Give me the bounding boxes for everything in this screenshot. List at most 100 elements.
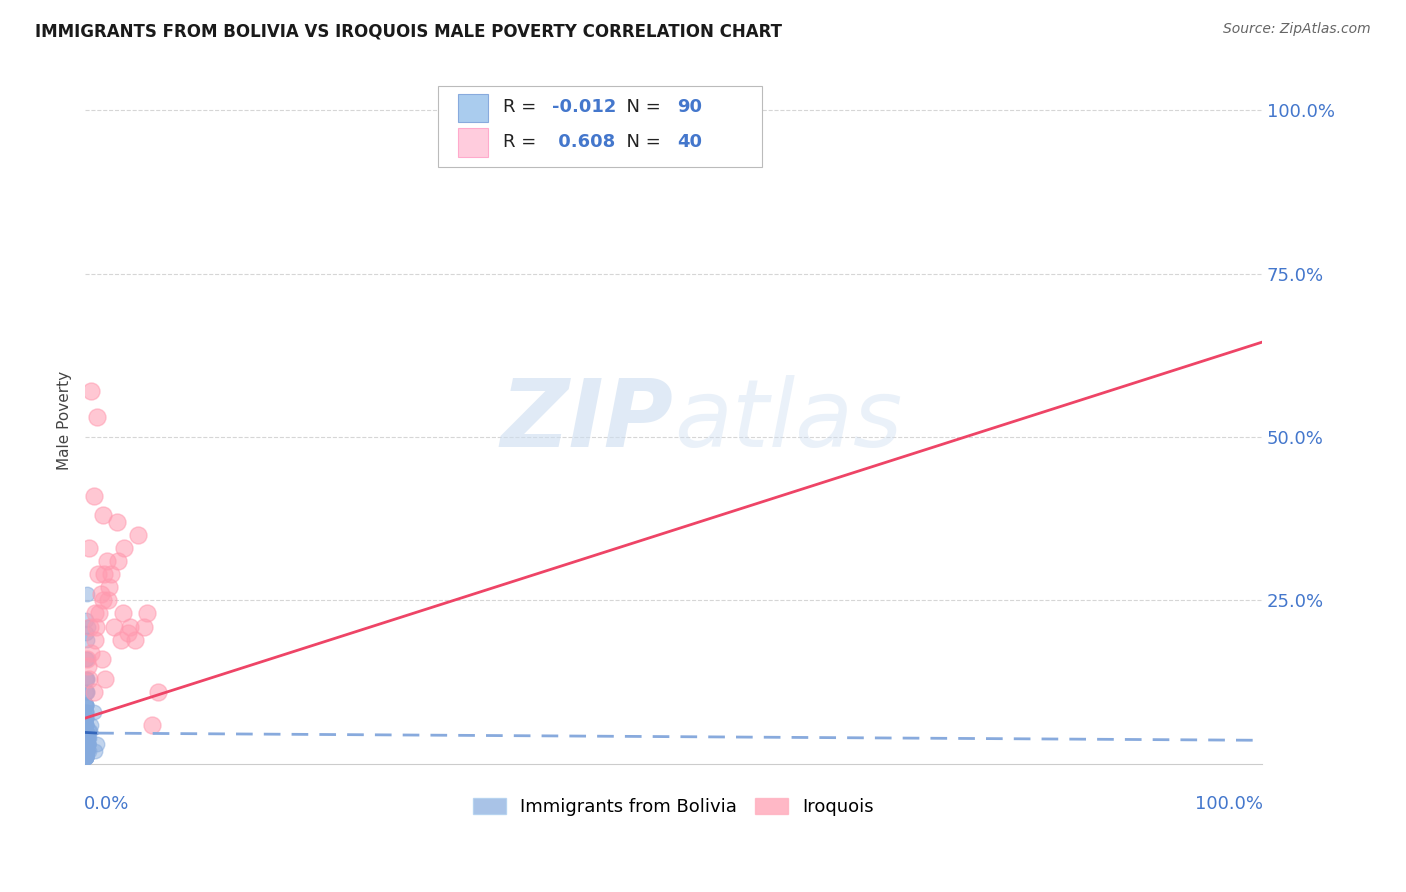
Point — [75, 717, 97, 731]
Point — [75, 737, 97, 751]
Point — [75, 737, 97, 751]
Point — [75, 698, 97, 712]
Point — [103, 619, 125, 633]
Point — [77, 731, 100, 745]
Point — [89, 607, 111, 621]
Point — [76, 658, 98, 673]
Point — [75, 750, 97, 764]
Point — [76, 737, 98, 751]
Point — [76, 685, 98, 699]
Point — [75, 750, 97, 764]
Point — [75, 744, 97, 758]
Point — [75, 744, 97, 758]
Point — [86, 410, 108, 425]
Point — [80, 384, 103, 399]
Point — [76, 672, 98, 686]
Point — [75, 744, 97, 758]
Point — [75, 698, 97, 712]
Point — [75, 698, 97, 712]
Point — [83, 632, 105, 647]
Point — [75, 750, 97, 764]
Point — [84, 619, 107, 633]
Point — [76, 744, 98, 758]
Point — [75, 711, 97, 725]
Point — [83, 685, 105, 699]
Point — [75, 626, 97, 640]
Point — [120, 619, 142, 633]
Point — [75, 613, 97, 627]
Point — [105, 515, 128, 529]
Point — [75, 737, 97, 751]
Text: N =: N = — [614, 134, 666, 152]
Point — [75, 737, 97, 751]
Point — [75, 744, 97, 758]
Text: 0.608: 0.608 — [553, 134, 616, 152]
Point — [80, 646, 103, 660]
Point — [75, 731, 97, 745]
Point — [76, 737, 98, 751]
Point — [75, 731, 97, 745]
Point — [75, 750, 97, 764]
Point — [75, 731, 97, 745]
Point — [721, 103, 744, 117]
Point — [75, 737, 97, 751]
Point — [75, 750, 97, 764]
Point — [75, 750, 97, 764]
Point — [87, 567, 110, 582]
Point — [75, 737, 97, 751]
Point — [76, 737, 98, 751]
Point — [75, 698, 97, 712]
Point — [75, 744, 97, 758]
Point — [77, 541, 100, 555]
Point — [148, 685, 170, 699]
Text: 40: 40 — [678, 134, 702, 152]
Point — [76, 744, 98, 758]
Point — [97, 580, 120, 594]
Text: 0.0%: 0.0% — [84, 795, 129, 813]
Point — [75, 685, 97, 699]
Point — [75, 724, 97, 739]
Point — [75, 724, 97, 739]
Point — [76, 731, 98, 745]
Point — [76, 685, 98, 699]
Text: Source: ZipAtlas.com: Source: ZipAtlas.com — [1223, 22, 1371, 37]
Point — [76, 731, 98, 745]
Point — [75, 705, 97, 719]
Point — [75, 750, 97, 764]
Point — [111, 607, 134, 621]
Point — [94, 672, 117, 686]
Point — [76, 744, 98, 758]
Point — [75, 717, 97, 731]
Legend: Immigrants from Bolivia, Iroquois: Immigrants from Bolivia, Iroquois — [467, 790, 882, 823]
Point — [76, 632, 98, 647]
Point — [75, 717, 97, 731]
Point — [75, 750, 97, 764]
Bar — [458, 94, 488, 122]
Point — [76, 744, 98, 758]
Point — [76, 737, 98, 751]
Point — [100, 567, 122, 582]
Point — [117, 626, 139, 640]
Y-axis label: Male Poverty: Male Poverty — [58, 371, 72, 470]
Point — [76, 672, 98, 686]
Point — [76, 652, 98, 666]
Point — [75, 731, 97, 745]
Point — [75, 750, 97, 764]
Text: -0.012: -0.012 — [553, 98, 617, 116]
Bar — [458, 128, 488, 157]
Point — [76, 619, 98, 633]
Point — [75, 652, 97, 666]
Point — [75, 750, 97, 764]
Point — [77, 724, 100, 739]
Point — [76, 652, 98, 666]
Point — [75, 724, 97, 739]
Point — [97, 593, 120, 607]
Point — [75, 737, 97, 751]
Point — [83, 744, 105, 758]
Point — [75, 717, 97, 731]
FancyBboxPatch shape — [439, 86, 762, 167]
Point — [75, 731, 97, 745]
Point — [75, 744, 97, 758]
Point — [135, 607, 157, 621]
Point — [96, 554, 118, 568]
